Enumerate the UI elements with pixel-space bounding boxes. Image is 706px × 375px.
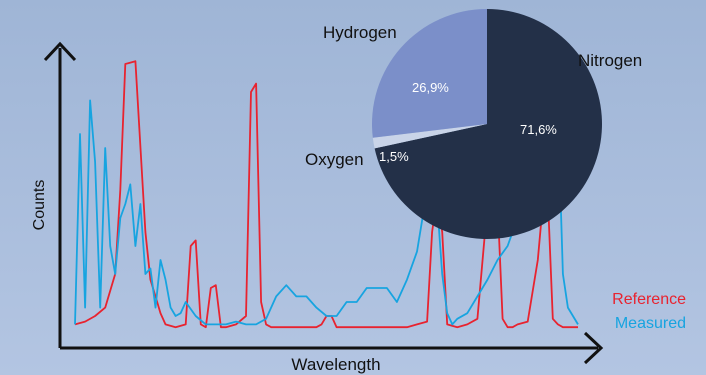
legend-reference: Reference — [612, 291, 686, 308]
pie-pct-hydrogen: 26,9% — [412, 80, 449, 95]
pie-labels: Nitrogen Hydrogen Oxygen 71,6% 26,9% 1,5… — [305, 23, 642, 169]
legend: Reference Measured — [612, 291, 686, 332]
y-axis-arrow — [43, 41, 77, 62]
pie-chart — [372, 9, 602, 239]
axes — [43, 41, 604, 365]
series-line-reference — [74, 60, 578, 329]
pie-label-oxygen: Oxygen — [305, 150, 364, 169]
legend-measured: Measured — [615, 315, 686, 332]
pie-slice-nitrogen — [374, 9, 602, 239]
x-axis-label: Wavelength — [291, 355, 380, 374]
y-axis-label: Counts — [31, 180, 48, 231]
x-axis-arrow — [583, 331, 604, 365]
pie-label-hydrogen: Hydrogen — [323, 23, 397, 42]
pie-slice-oxygen — [372, 124, 487, 149]
pie-slice-hydrogen — [372, 9, 487, 138]
pie-pct-nitrogen: 71,6% — [520, 122, 557, 137]
pie-pct-oxygen: 1,5% — [379, 149, 409, 164]
pie-label-nitrogen: Nitrogen — [578, 51, 642, 70]
